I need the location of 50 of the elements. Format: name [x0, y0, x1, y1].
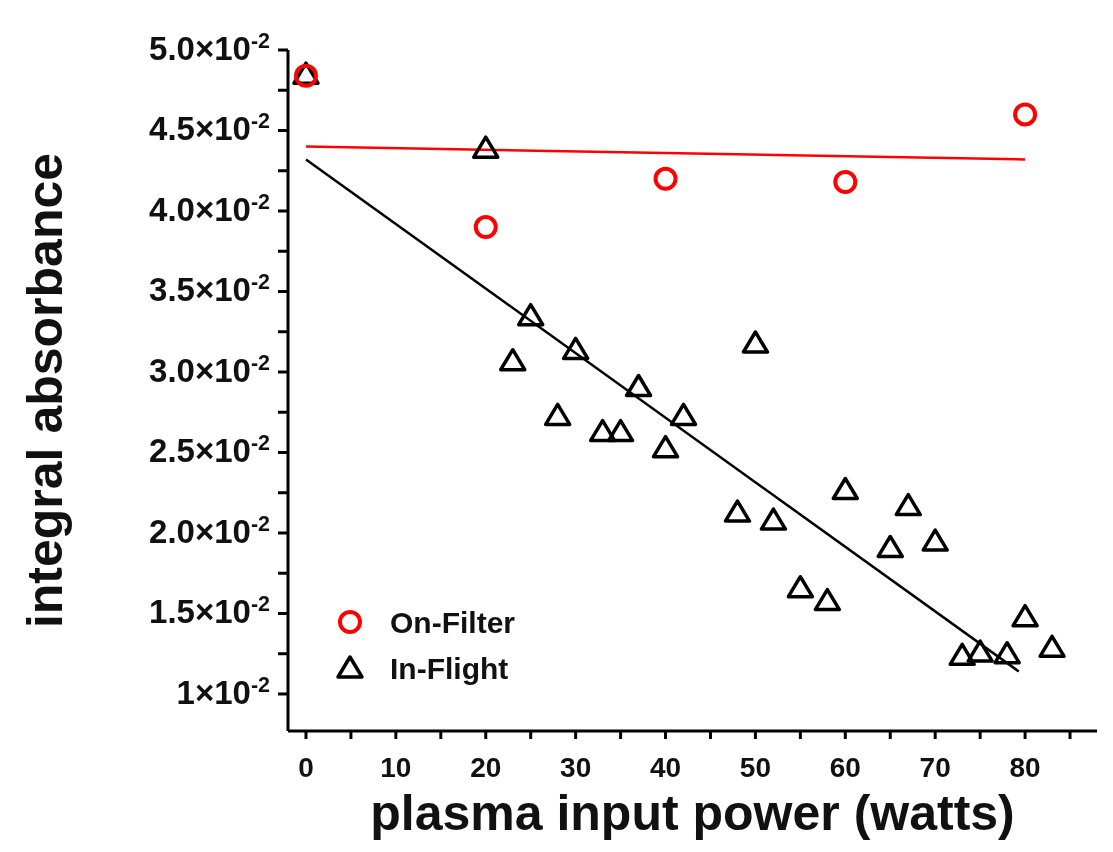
point: [1013, 102, 1038, 127]
point: [993, 640, 1021, 665]
y-tick-label: 2.0×10$^{-2}$: [149, 511, 271, 550]
point: [472, 135, 500, 159]
point: [759, 507, 788, 531]
x-tick-label: 50: [739, 752, 771, 783]
x-tick-label: 10: [380, 752, 412, 783]
y-axis-title: integral absorbance: [16, 152, 73, 629]
point: [498, 347, 527, 372]
point: [876, 534, 905, 559]
y-tick-label: 1×10$^{-2}$: [176, 672, 271, 711]
x-tick-label: 70: [919, 752, 951, 783]
y-tick-label: 3.5×10$^{-2}$: [149, 270, 271, 309]
point: [1038, 634, 1066, 659]
y-tick-label: 1.5×10$^{-2}$: [149, 592, 271, 631]
point: [966, 639, 994, 663]
point: [588, 418, 617, 443]
point: [473, 215, 498, 240]
point: [921, 528, 949, 552]
y-tick-label: 2.5×10$^{-2}$: [149, 431, 271, 470]
point: [741, 330, 770, 354]
x-tick-label: 60: [829, 752, 861, 783]
x-tick-label: 80: [1009, 752, 1041, 783]
point: [831, 476, 860, 501]
x-axis-title: plasma input power (watts): [370, 785, 1015, 841]
y-tick-label: 3.0×10$^{-2}$: [149, 350, 271, 389]
y-tick-label: 4.5×10$^{-2}$: [149, 109, 271, 148]
point: [786, 574, 815, 599]
legend-label: On-Filter: [390, 606, 516, 639]
x-tick-label: 30: [560, 752, 592, 783]
point: [813, 587, 842, 612]
point: [1011, 603, 1039, 628]
x-tick-label: 0: [298, 752, 314, 783]
point: [723, 499, 752, 523]
point: [651, 434, 680, 459]
point: [894, 492, 922, 517]
point: [948, 642, 976, 667]
legend-label: In-Flight: [390, 652, 509, 685]
y-tick-label: 5.0×10$^{-2}$: [149, 29, 271, 67]
point: [669, 402, 698, 427]
point: [833, 170, 858, 195]
point: [516, 302, 545, 327]
point: [653, 166, 678, 191]
y-tick-label: 4.0×10$^{-2}$: [149, 189, 271, 228]
point: [606, 418, 635, 443]
x-tick-label: 40: [649, 752, 682, 783]
point: [561, 336, 590, 361]
point: [543, 402, 572, 427]
x-tick-label: 20: [470, 752, 502, 783]
point: [624, 373, 653, 398]
